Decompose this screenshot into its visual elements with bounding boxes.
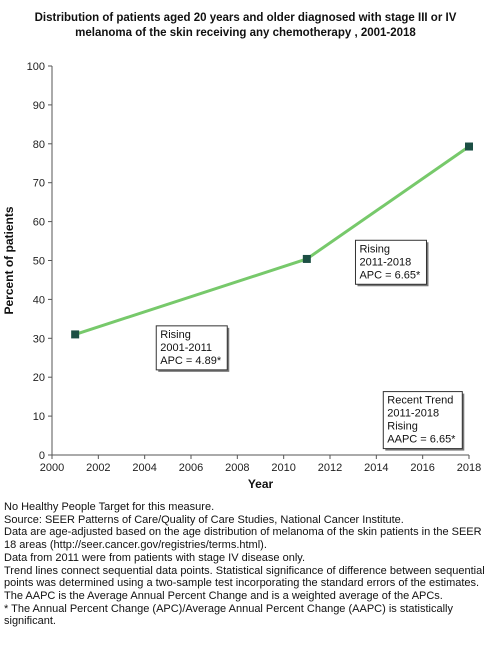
annotation-frame xyxy=(155,325,228,371)
y-tick-label: 20 xyxy=(33,372,45,384)
x-tick-label: 2012 xyxy=(318,462,342,474)
footnote: No Healthy People Target for this measur… xyxy=(4,501,215,513)
footnote: Trend lines connect sequential data poin… xyxy=(4,564,485,590)
annotation-text: AAPC = 6.65* xyxy=(387,434,456,446)
line-chart: 0 10 20 30 40 50 60 70 80 90 100 2000 2002 2004 2006 20… xyxy=(2,61,481,491)
x-axis-title: Year xyxy=(248,477,274,491)
y-tick-label: 90 xyxy=(33,100,45,112)
y-tick-label: 0 xyxy=(39,450,45,462)
data-point xyxy=(465,142,473,151)
y-tick-label: 40 xyxy=(33,294,45,306)
footnote: Data from 2011 were from patients with s… xyxy=(4,551,306,564)
annotation-text: 2011-2018 xyxy=(359,256,411,268)
footnote: Source: SEER Patterns of Care/Quality of… xyxy=(4,513,404,526)
footnote: Data are age-adjusted based on the age d… xyxy=(4,526,482,552)
annotation-text: 2011-2018 xyxy=(387,408,439,420)
footnote: * The Annual Percent Change (APC)/Averag… xyxy=(4,602,454,628)
footnote: The AAPC is the Average Annual Percent C… xyxy=(4,589,443,602)
x-tick-label: 2006 xyxy=(179,462,203,474)
annotation-text: Rising xyxy=(359,243,390,255)
chart-title: Distribution of patients aged 20 years a… xyxy=(34,12,457,39)
x-tick-label: 2010 xyxy=(271,462,295,474)
annotation-text: Rising xyxy=(387,421,418,433)
annotation-text: 2001-2011 xyxy=(160,342,212,354)
y-tick-label: 10 xyxy=(33,411,45,423)
data-point xyxy=(302,254,311,263)
y-axis-title: Percent of patients xyxy=(2,206,16,314)
y-tick-label: 80 xyxy=(33,139,45,151)
footnotes: No Healthy People Target for this measur… xyxy=(4,501,489,628)
annotation-text: APC = 6.65* xyxy=(359,269,421,281)
x-tick-label: 2018 xyxy=(457,462,481,474)
x-tick-label: 2014 xyxy=(364,462,388,474)
x-tick-label: 2008 xyxy=(225,462,249,474)
x-tick-label: 2002 xyxy=(86,462,110,474)
x-tick-label: 2004 xyxy=(132,462,156,474)
y-tick-label: 100 xyxy=(27,61,45,73)
y-tick-label: 50 xyxy=(33,256,45,268)
y-tick-label: 60 xyxy=(33,217,45,229)
annotation-text: Rising xyxy=(160,329,191,341)
annotation-text: Recent Trend xyxy=(387,395,453,407)
data-point xyxy=(71,330,80,339)
y-tick-label: 70 xyxy=(33,178,45,190)
annotation-frame xyxy=(354,239,427,285)
x-tick-label: 2000 xyxy=(40,462,64,474)
y-tick-label: 30 xyxy=(33,333,45,345)
annotation-frame xyxy=(382,391,463,450)
x-tick-label: 2016 xyxy=(410,462,434,474)
annotation-text: APC = 4.89* xyxy=(160,355,222,367)
